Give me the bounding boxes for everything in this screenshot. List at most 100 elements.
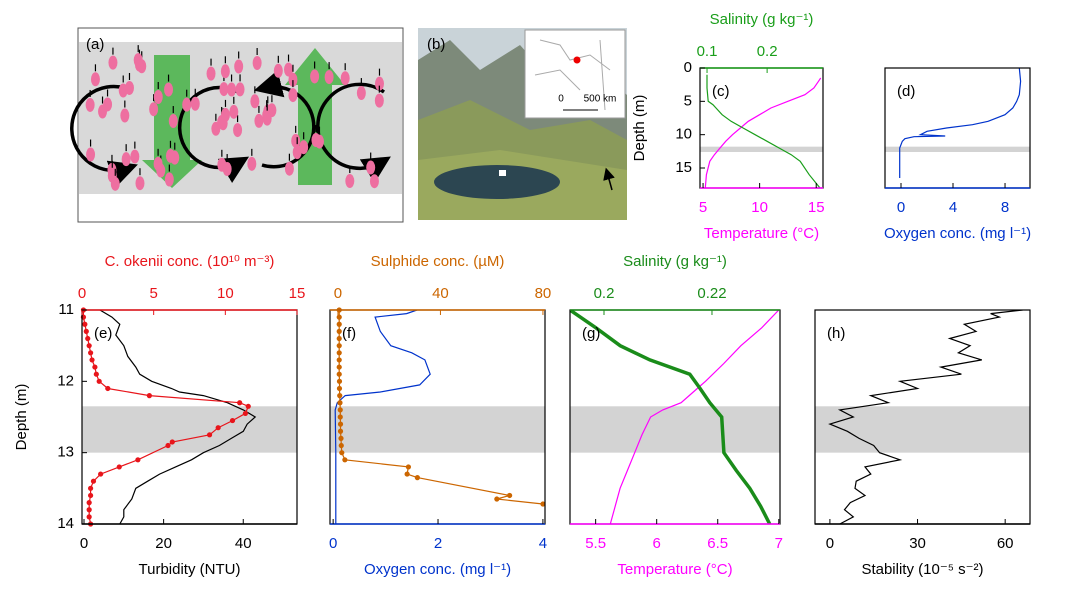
panel: 5 10 15 0.1 0.2 0 5 10 15 Temperature (°C) Salinit… [631,11,825,242]
x-tick-label: 30 [909,535,926,552]
data-point [146,393,152,399]
x-tick-label: 20 [155,535,172,552]
lake [434,165,560,199]
x2-tick-label: 40 [432,285,449,302]
data-point [342,457,348,463]
x-tick-label: 60 [997,535,1014,552]
data-point [86,514,92,520]
bacterium [222,162,232,177]
photo: 0 500 km (b) [418,28,627,220]
data-point [89,357,95,363]
bacterium [247,156,257,171]
x2-axis-label: Salinity (g kg⁻¹) [623,253,727,270]
x-tick-label: 6 [653,535,661,552]
shaded-band [885,146,1030,152]
y-tick-label: 10 [675,126,692,143]
data-point [337,400,343,406]
bacterium [85,97,95,112]
x2-tick-label: 10 [217,285,234,302]
y-tick-label: 12 [57,372,74,389]
y-tick-label: 14 [57,515,74,532]
bacterium [374,93,384,108]
data-point [90,478,97,484]
x-tick-label: 40 [235,535,252,552]
data-point [337,428,344,434]
panel: 0 30 60 Stability (10⁻⁵ s⁻²) (h) [814,309,1031,578]
panel-label: (e) [94,325,112,342]
x-axis-label: Oxygen conc. (mg l⁻¹) [364,561,511,578]
x-tick-label: 4 [949,199,957,216]
bacterium [288,88,298,103]
profile-line [706,74,821,188]
bacterium [153,156,163,171]
bacterium [108,55,118,70]
bacterium [130,149,140,164]
bacterium [356,86,366,101]
bacterium [227,82,237,97]
x-tick-label: 15 [808,199,825,216]
bacterium [220,107,230,122]
bacterium [369,174,379,189]
bacterium [182,97,192,112]
shaded-band [82,406,297,453]
x-tick-label: 5 [699,199,707,216]
data-point [338,442,344,449]
y-axis-label: Depth (m) [13,384,30,451]
data-point [206,432,213,438]
panel-label: (h) [827,325,845,342]
x2-axis-label: C. okenii conc. (10¹⁰ m⁻³) [105,253,275,270]
x-axis-label: Temperature (°C) [617,561,732,578]
data-point [116,464,122,470]
bacterium [250,94,260,109]
bacterium [262,111,272,126]
photo-arrow [603,167,615,191]
data-point [96,378,102,384]
bacterium [324,70,334,85]
data-point [82,321,88,327]
data-point [405,464,412,470]
x-tick-label: 0 [897,199,905,216]
bacterium [366,160,376,175]
data-point [404,471,410,477]
x-tick-label: 0 [329,535,337,552]
x2-tick-label: 80 [535,285,552,302]
x2-tick-label: 0 [334,285,342,302]
y-tick-label: 11 [58,301,74,318]
data-point [86,500,92,506]
bacterium [374,76,384,91]
circulation-arrow [177,85,250,183]
x2-axis-label: Salinity (g kg⁻¹) [710,11,814,28]
profile-line [609,310,780,524]
data-point [169,439,175,445]
profile-line [334,310,431,524]
circulation-arrow [70,84,138,188]
bacterium [229,104,239,119]
data-point [336,371,342,377]
y-tick-label: 13 [57,444,74,461]
bacterium [299,140,309,155]
x2-tick-label: 0 [78,285,86,302]
data-point [88,485,94,491]
map-borders [534,39,611,111]
y-axis-label: Depth (m) [631,95,648,162]
shaded-band [570,406,780,453]
panel-label: (c) [712,83,730,100]
bacterium [252,56,262,71]
data-point [336,343,342,349]
bacterium [340,71,350,86]
bacterium [153,90,163,105]
data-point [83,328,89,334]
bacterium [206,66,216,81]
data-point [88,350,94,356]
x-tick-label: 0 [826,535,834,552]
panel-label: (d) [897,83,915,100]
bacterium [345,174,355,189]
data-point [336,335,342,342]
data-point [105,385,111,392]
data-point [242,410,248,417]
data-point [336,378,343,384]
data-point [339,450,345,456]
panel-label: (f) [342,325,356,342]
schematic: (a) [70,27,404,223]
